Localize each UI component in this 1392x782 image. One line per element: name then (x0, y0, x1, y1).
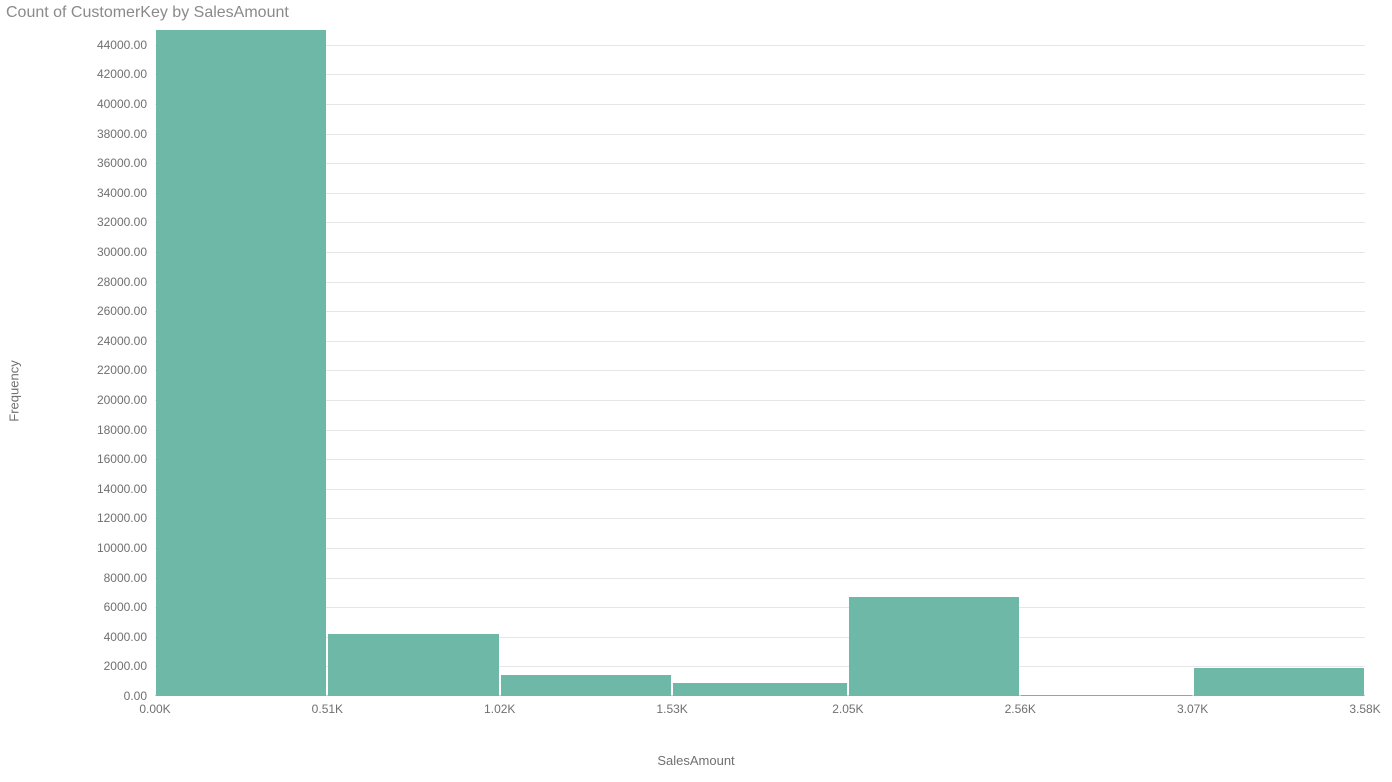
y-tick-label: 38000.00 (97, 127, 155, 141)
grid-line (155, 193, 1365, 194)
y-tick-label: 44000.00 (97, 38, 155, 52)
histogram-bar[interactable] (156, 30, 326, 696)
y-tick-label: 42000.00 (97, 67, 155, 81)
y-tick-label: 10000.00 (97, 541, 155, 555)
y-tick-label: 16000.00 (97, 452, 155, 466)
grid-line (155, 430, 1365, 431)
histogram-bar[interactable] (673, 683, 847, 696)
y-tick-label: 26000.00 (97, 304, 155, 318)
y-tick-label: 20000.00 (97, 393, 155, 407)
grid-line (155, 252, 1365, 253)
x-tick-label: 0.51K (312, 696, 343, 716)
y-tick-label: 30000.00 (97, 245, 155, 259)
x-tick-label: 1.02K (484, 696, 515, 716)
y-axis-label: Frequency (7, 360, 22, 421)
y-tick-label: 18000.00 (97, 423, 155, 437)
x-tick-label: 0.00K (139, 696, 170, 716)
x-tick-label: 2.56K (1005, 696, 1036, 716)
grid-line (155, 607, 1365, 608)
histogram-bar[interactable] (328, 634, 498, 696)
x-axis-label: SalesAmount (657, 753, 734, 768)
grid-line (155, 578, 1365, 579)
histogram-bar[interactable] (1021, 695, 1191, 696)
histogram-bar[interactable] (849, 597, 1019, 696)
y-tick-label: 36000.00 (97, 156, 155, 170)
grid-line (155, 311, 1365, 312)
histogram-bar[interactable] (1194, 668, 1364, 696)
grid-line (155, 222, 1365, 223)
grid-line (155, 45, 1365, 46)
x-tick-label: 3.07K (1177, 696, 1208, 716)
y-tick-label: 40000.00 (97, 97, 155, 111)
y-tick-label: 22000.00 (97, 363, 155, 377)
chart-title: Count of CustomerKey by SalesAmount (6, 4, 289, 22)
y-tick-label: 6000.00 (104, 600, 155, 614)
grid-line (155, 341, 1365, 342)
y-tick-label: 24000.00 (97, 334, 155, 348)
y-tick-label: 2000.00 (104, 659, 155, 673)
grid-line (155, 134, 1365, 135)
grid-line (155, 518, 1365, 519)
y-tick-label: 32000.00 (97, 215, 155, 229)
x-tick-label: 2.05K (832, 696, 863, 716)
histogram-bar[interactable] (501, 675, 671, 696)
y-tick-label: 4000.00 (104, 630, 155, 644)
grid-line (155, 548, 1365, 549)
grid-line (155, 74, 1365, 75)
grid-line (155, 459, 1365, 460)
y-tick-label: 34000.00 (97, 186, 155, 200)
grid-line (155, 282, 1365, 283)
x-tick-label: 1.53K (656, 696, 687, 716)
y-tick-label: 28000.00 (97, 275, 155, 289)
plot-area: 0.002000.004000.006000.008000.0010000.00… (155, 30, 1365, 696)
histogram-chart: Count of CustomerKey by SalesAmount Freq… (0, 0, 1392, 782)
y-tick-label: 14000.00 (97, 482, 155, 496)
y-tick-label: 12000.00 (97, 511, 155, 525)
grid-line (155, 370, 1365, 371)
grid-line (155, 489, 1365, 490)
grid-line (155, 400, 1365, 401)
grid-line (155, 104, 1365, 105)
y-tick-label: 8000.00 (104, 571, 155, 585)
x-tick-label: 3.58K (1349, 696, 1380, 716)
grid-line (155, 163, 1365, 164)
